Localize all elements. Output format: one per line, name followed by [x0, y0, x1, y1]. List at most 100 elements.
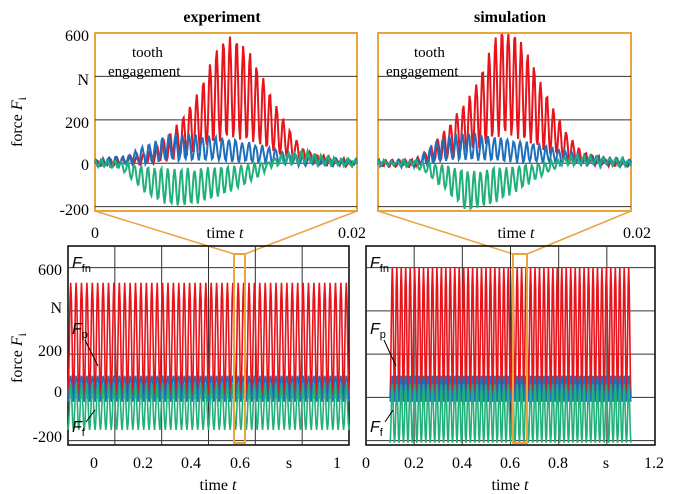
tl-ylabel-word: force	[9, 114, 26, 147]
bl-series-Ff	[67, 384, 350, 430]
bl-xlabel-var: t	[232, 477, 237, 494]
bl-pointer-fp	[84, 339, 99, 367]
tr-series-line-2	[377, 153, 632, 211]
bl-pointer-ff	[85, 409, 96, 423]
br-label-fp-var: F	[370, 321, 381, 338]
tl-series-line-2	[94, 147, 358, 206]
bl-zoom-window	[233, 253, 246, 444]
tl-ytick-600: 600	[65, 28, 89, 45]
tl-xlabel: time t	[207, 225, 244, 242]
bl-label-fp-var: F	[72, 321, 83, 338]
br-series-Fp	[389, 375, 632, 402]
bl-xunit: s	[286, 455, 292, 472]
panel-top-left: tooth engagement 600 N 200 0 -200 force …	[9, 28, 366, 242]
panel-top-right-frame	[377, 32, 632, 212]
tl-ytick-0: 0	[81, 157, 89, 174]
tl-annotation-line1: tooth	[132, 45, 163, 61]
br-xtick-02: 0.2	[404, 455, 424, 472]
panel-top-left-series	[94, 36, 358, 206]
br-label-fp: Fp	[370, 321, 386, 341]
bl-label-ffn: Ffn	[72, 255, 91, 275]
br-xtick-12: 1.2	[644, 455, 664, 472]
panel-bottom-right: Ffn Fp Ff 0 0.2 0.4 0.6 0.8 s 1.2 time t	[362, 245, 664, 494]
tl-xlabel-var: t	[239, 225, 244, 242]
panel-bottom-left-series	[67, 282, 350, 430]
br-xtick-08: 0.8	[548, 455, 568, 472]
br-pointer-ff	[384, 409, 394, 423]
bl-ylabel-word: force	[9, 350, 26, 383]
tr-xlabel-word: time	[498, 225, 526, 242]
panel-bottom-right-series	[389, 267, 632, 443]
br-zoom-window	[512, 253, 528, 444]
br-series-Ff	[389, 384, 632, 443]
br-label-ff-var: F	[370, 419, 381, 436]
tr-series-line-1	[377, 132, 632, 171]
tl-xtick-002: 0.02	[338, 225, 366, 242]
panel-bottom-left: Ffn Fp Ff 600 N 200 0 -200 force Fi 0 0.…	[9, 245, 350, 494]
bl-label-fp: Fp	[72, 321, 88, 341]
bl-xlabel-word: time	[200, 477, 228, 494]
panel-top-right-series	[377, 33, 632, 211]
tl-xlabel-word: time	[207, 225, 235, 242]
tl-series-line-1	[94, 133, 358, 170]
bl-ytick-600: 600	[38, 262, 62, 279]
panel-top-right: tooth engagement time t 0.02	[377, 32, 651, 242]
br-xlabel-word: time	[492, 477, 520, 494]
bl-ylabel-var: F	[9, 336, 26, 347]
br-xtick-0: 0	[362, 455, 370, 472]
bl-xlabel: time t	[200, 477, 237, 494]
bl-label-ff-sub: f	[82, 427, 86, 439]
title-simulation: simulation	[474, 9, 546, 26]
tr-annotation-line1: tooth	[414, 45, 445, 61]
br-label-ffn: Ffn	[370, 255, 389, 275]
br-xtick-04: 0.4	[452, 455, 472, 472]
zoom-right-a	[377, 210, 514, 255]
tl-ylabel-sub: i	[15, 96, 29, 100]
br-label-ffn-var: F	[370, 255, 381, 272]
panel-top-left-frame	[94, 32, 358, 212]
bl-ylabel-sub: i	[15, 332, 29, 336]
zoom-left-a	[94, 210, 235, 255]
bl-xtick-02: 0.2	[133, 455, 153, 472]
br-label-fp-sub: p	[380, 329, 386, 341]
bl-ylabel: force Fi	[9, 332, 29, 383]
tl-annotation-line2: engagement	[108, 64, 181, 80]
title-experiment: experiment	[183, 9, 261, 26]
bl-label-fp-sub: p	[82, 329, 88, 341]
bl-xtick-06: 0.6	[230, 455, 250, 472]
bl-xtick-0: 0	[90, 455, 98, 472]
br-pointer-fp	[383, 339, 397, 367]
bl-label-ffn-sub: fn	[82, 263, 91, 275]
zoom-left-b	[244, 210, 358, 255]
bl-xtick-1: 1	[333, 455, 341, 472]
br-xlabel-var: t	[524, 477, 529, 494]
br-label-ffn-sub: fn	[380, 263, 389, 275]
tr-xtick-002: 0.02	[623, 225, 651, 242]
tl-xtick-0: 0	[91, 225, 99, 242]
br-label-ff-sub: f	[380, 427, 384, 439]
zoom-connectors	[94, 210, 632, 255]
tl-ytick-200: 200	[65, 115, 89, 132]
bl-ytick-neg200: -200	[33, 429, 62, 446]
bl-label-ff: Ff	[72, 419, 86, 439]
bl-label-ff-var: F	[72, 419, 83, 436]
br-xunit: s	[603, 455, 609, 472]
bl-series-Fp	[67, 375, 350, 402]
tr-xlabel: time t	[498, 225, 535, 242]
bl-xtick-04: 0.4	[181, 455, 201, 472]
tl-ylabel: force Fi	[9, 96, 29, 147]
bl-label-ffn-var: F	[72, 255, 83, 272]
bl-yunit: N	[50, 300, 62, 317]
bl-ytick-200: 200	[38, 343, 62, 360]
br-label-ff: Ff	[370, 419, 384, 439]
br-xtick-06: 0.6	[500, 455, 520, 472]
tl-yunit: N	[77, 72, 89, 89]
tr-xlabel-var: t	[530, 225, 535, 242]
bl-ytick-0: 0	[54, 384, 62, 401]
br-xlabel: time t	[492, 477, 529, 494]
tl-ytick-neg200: -200	[60, 202, 89, 219]
tl-ylabel-var: F	[9, 100, 26, 111]
tr-annotation-line2: engagement	[386, 64, 459, 80]
zoom-right-b	[526, 210, 632, 255]
